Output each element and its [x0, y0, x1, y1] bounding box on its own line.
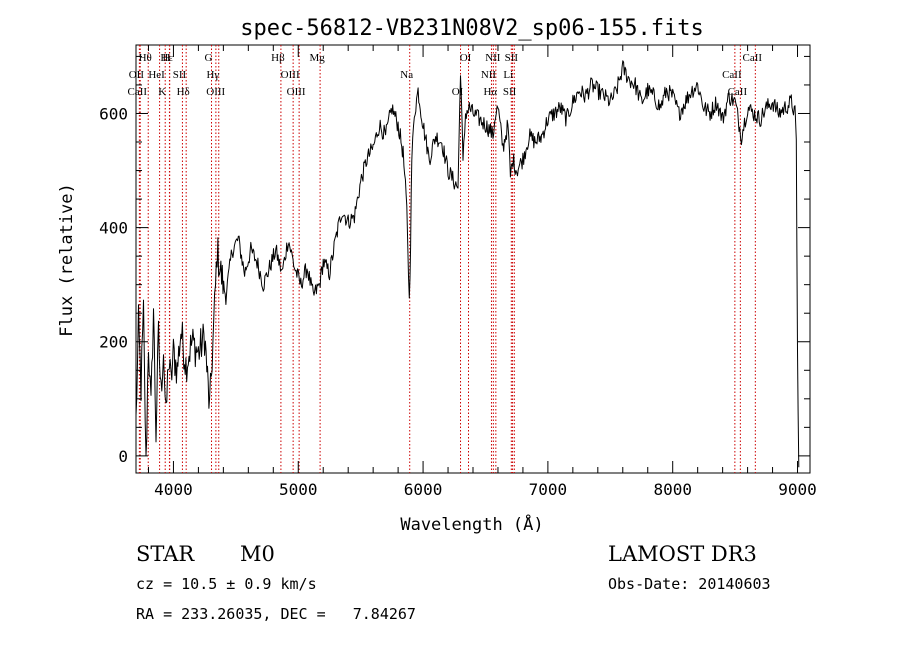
emission-line-label: Mg — [309, 52, 325, 64]
x-tick-label: 7000 — [529, 480, 568, 499]
x-tick-label: 5000 — [279, 480, 318, 499]
emission-line-label: CaII — [743, 52, 763, 64]
emission-line-label: CaII — [728, 86, 748, 98]
emission-line-label: SII — [173, 69, 187, 81]
emission-line-label: NII — [481, 69, 497, 81]
ra-dec: RA = 233.26035, DEC = 7.84267 — [136, 605, 416, 623]
spectrum-series — [135, 60, 800, 468]
emission-line-label: OII — [129, 69, 145, 81]
emission-line-labels: HθOIICaIIHeIKHHεSIIHδGHγOIIIHβOIIIOIIIMg… — [127, 52, 762, 98]
survey-name: LAMOST DR3 — [608, 542, 757, 566]
emission-line-label: Hγ — [206, 69, 219, 81]
emission-line-label: G — [205, 52, 213, 64]
emission-line-label: CaII — [127, 86, 147, 98]
object-subclass: M0 — [240, 542, 275, 566]
object-class: STAR — [136, 542, 195, 566]
emission-line-label: Hθ — [139, 52, 152, 64]
emission-line-label: H — [162, 52, 170, 64]
emission-line-markers — [138, 45, 756, 473]
x-tick-label: 9000 — [778, 480, 817, 499]
emission-line-label: OIII — [281, 69, 300, 81]
y-tick-label: 400 — [99, 219, 128, 238]
y-tick-label: 600 — [99, 104, 128, 123]
emission-line-label: Li — [503, 69, 513, 81]
y-axis-label: Flux (relative) — [57, 183, 77, 337]
y-tick-label: 0 — [118, 447, 128, 466]
redshift-velocity: cz = 10.5 ± 0.9 km/s — [136, 575, 317, 593]
x-tick-label: 6000 — [404, 480, 443, 499]
emission-line-label: Na — [400, 69, 413, 81]
emission-line-label: Hβ — [271, 52, 285, 64]
emission-line-label: Hδ — [177, 86, 190, 98]
emission-line-label: CaII — [722, 69, 742, 81]
observation-date: Obs-Date: 20140603 — [608, 575, 771, 593]
y-tick-label: 200 — [99, 333, 128, 352]
x-tick-label: 4000 — [154, 480, 193, 499]
spectrum-line — [135, 60, 800, 468]
x-axis-label: Wavelength (Å) — [400, 513, 543, 535]
emission-line-label: Hε — [160, 52, 173, 64]
chart-title: spec-56812-VB231N08V2_sp06-155.fits — [240, 16, 704, 41]
emission-line-label: OIII — [287, 86, 306, 98]
emission-line-label: Hα — [483, 86, 497, 98]
emission-line-label: OI — [452, 86, 464, 98]
emission-line-label: NII — [485, 52, 501, 64]
emission-line-label: SII — [503, 86, 517, 98]
emission-line-label: OIII — [206, 86, 225, 98]
emission-line-label: K — [158, 86, 166, 98]
emission-line-label: OI — [460, 52, 472, 64]
axis-tick-labels: 4000 5000 6000 7000 8000 9000 0 200 400 600 — [99, 104, 817, 499]
x-tick-label: 8000 — [653, 480, 692, 499]
emission-line-label: SII — [505, 52, 519, 64]
emission-line-label: HeI — [148, 69, 165, 81]
